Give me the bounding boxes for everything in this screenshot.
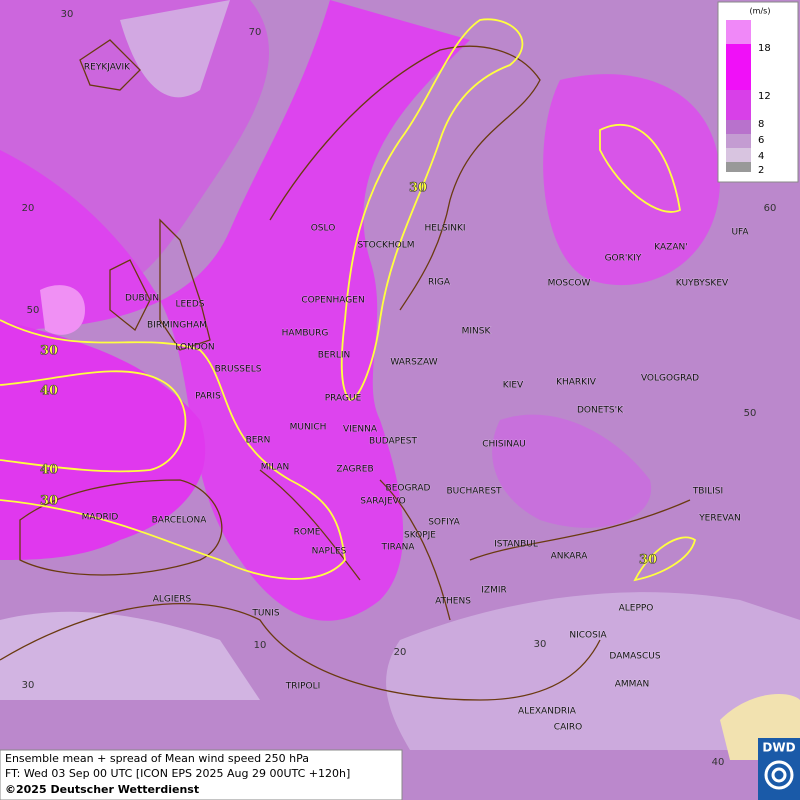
city-label: CAIRO: [554, 723, 582, 733]
graticule-label: 30: [61, 9, 74, 20]
city-label: STOCKHOLM: [357, 241, 414, 251]
graticule-label: 50: [744, 408, 757, 419]
graticule-label: 20: [394, 647, 407, 658]
city-label: PRAGUE: [325, 394, 362, 404]
city-label: MADRID: [82, 513, 119, 523]
legend-level: 2: [758, 165, 764, 176]
city-label: MUNICH: [290, 423, 327, 433]
city-label: WARSZAW: [390, 358, 437, 368]
city-label: ATHENS: [435, 597, 471, 607]
city-label: AMMAN: [615, 680, 650, 690]
logo: DWD: [758, 738, 800, 800]
city-label: DONETS'K: [577, 406, 624, 416]
city-label: GOR'KIY: [605, 254, 642, 264]
legend-level: 4: [758, 151, 764, 162]
city-label: CHISINAU: [482, 440, 526, 450]
city-label: PARIS: [195, 392, 221, 402]
graticule-label: 20: [22, 203, 35, 214]
city-label: ZAGREB: [336, 465, 373, 475]
wind-field: [0, 0, 800, 760]
city-label: NAPLES: [312, 547, 347, 557]
graticule-label: 30: [22, 680, 35, 691]
city-label: BUDAPEST: [369, 437, 418, 447]
graticule-label: 10: [254, 640, 267, 651]
city-label: LONDON: [175, 343, 214, 353]
city-label: BUCHAREST: [446, 487, 502, 497]
contours: [0, 18, 697, 582]
city-label: KUYBYSKEV: [676, 279, 729, 289]
city-label: TUNIS: [251, 609, 279, 619]
footer-forecast: FT: Wed 03 Sep 00 UTC [ICON EPS 2025 Aug…: [5, 767, 350, 780]
legend-level: 6: [758, 135, 764, 146]
city-label: RIGA: [428, 278, 451, 288]
city-label: MILAN: [261, 463, 290, 473]
graticule-label: 50: [27, 305, 40, 316]
city-label: BRUSSELS: [215, 365, 262, 375]
city-label: MINSK: [462, 327, 492, 337]
city-label: ALGIERS: [153, 595, 192, 605]
city-label: MOSCOW: [548, 279, 591, 289]
logo-text: DWD: [762, 741, 795, 755]
city-label: ROME: [294, 528, 321, 538]
city-label: LEEDS: [175, 300, 204, 310]
city-label: BEOGRAD: [386, 484, 431, 494]
footer-title: Ensemble mean + spread of Mean wind spee…: [5, 752, 309, 765]
contour-label: 30: [639, 553, 657, 568]
contour-label: 30: [40, 344, 58, 359]
coastlines: [0, 39, 691, 701]
graticule-label: 60: [764, 203, 777, 214]
city-label: IZMIR: [481, 586, 507, 596]
city-label: KIEV: [503, 381, 524, 391]
city-label: KAZAN': [654, 243, 687, 253]
city-label: OSLO: [311, 224, 336, 234]
footer-copyright: ©2025 Deutscher Wetterdienst: [5, 783, 199, 796]
graticule-label: 70: [249, 27, 262, 38]
contour-label: 40: [40, 384, 58, 399]
footer: Ensemble mean + spread of Mean wind spee…: [0, 749, 403, 800]
contour-label: 30: [409, 181, 427, 196]
city-label: BERLIN: [318, 351, 351, 361]
city-label: SOFIYA: [428, 518, 460, 528]
city-label: NICOSIA: [569, 631, 607, 641]
city-label: VIENNA: [343, 425, 378, 435]
city-label: YEREVAN: [698, 514, 741, 524]
contour-label: 30: [40, 494, 58, 509]
labels: REYKJAVIK OSLO STOCKHOLM HELSINKI DUBLIN LEED…: [22, 9, 777, 768]
city-label: BERN: [246, 436, 271, 446]
city-label: COPENHAGEN: [301, 296, 364, 306]
city-label: DUBLIN: [125, 294, 159, 304]
city-label: ANKARA: [551, 552, 589, 562]
city-label: HAMBURG: [282, 329, 329, 339]
graticule-label: 40: [712, 757, 725, 768]
graticule-label: 30: [534, 639, 547, 650]
city-label: VOLGOGRAD: [641, 374, 699, 384]
legend-level: 8: [758, 119, 764, 130]
legend-level: 18: [758, 43, 771, 54]
city-label: ISTANBUL: [494, 540, 538, 550]
legend-level: 12: [758, 91, 771, 102]
city-label: BARCELONA: [152, 516, 208, 526]
city-label: DAMASCUS: [609, 652, 660, 662]
legend: (m/s) 18 12 8 6 4 2: [717, 1, 799, 183]
city-label: REYKJAVIK: [84, 63, 131, 73]
city-label: ALEPPO: [619, 604, 654, 614]
city-label: TBILISI: [692, 487, 723, 497]
contour-label: 40: [40, 463, 58, 478]
city-label: ALEXANDRIA: [518, 707, 577, 717]
city-label: KHARKIV: [556, 378, 597, 388]
legend-unit: (m/s): [750, 7, 771, 16]
city-label: SKOPJE: [404, 531, 436, 541]
city-label: UFA: [731, 228, 749, 238]
city-label: HELSINKI: [424, 224, 465, 234]
city-label: SARAJEVO: [360, 497, 406, 507]
city-label: TRIPOLI: [285, 682, 321, 692]
city-label: BIRMINGHAM: [147, 321, 207, 331]
city-label: TIRANA: [380, 543, 415, 553]
